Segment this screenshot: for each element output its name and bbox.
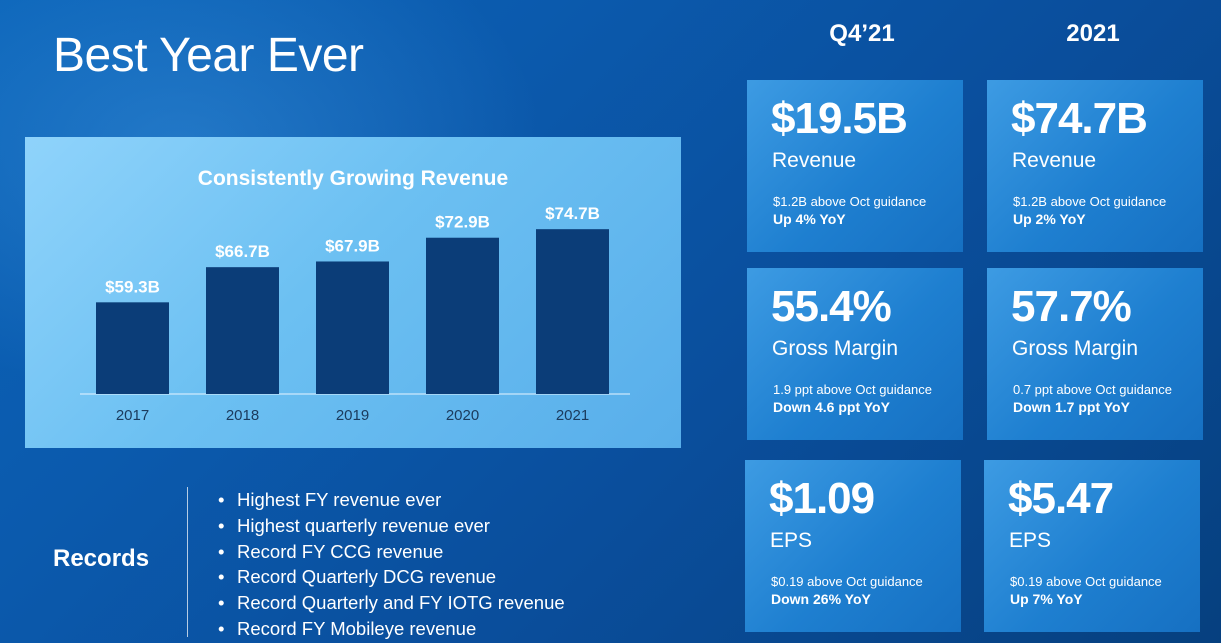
card-guidance: $1.2B above Oct guidance — [773, 194, 927, 209]
bar-2021 — [536, 229, 609, 394]
x-tick-label-2018: 2018 — [226, 407, 259, 424]
fy-gross-margin-card: 57.7% Gross Margin 0.7 ppt above Oct gui… — [987, 268, 1203, 440]
card-yoy: Down 26% YoY — [771, 591, 871, 607]
card-value: $1.09 — [769, 474, 875, 523]
column-header-q4: Q4’21 — [829, 20, 895, 47]
records-item-text: Record Quarterly DCG revenue — [237, 566, 497, 588]
fy-eps-card: $5.47 EPS $0.19 above Oct guidance Up 7%… — [984, 460, 1200, 632]
card-metric: Revenue — [772, 149, 857, 172]
q4-eps-card: $1.09 EPS $0.19 above Oct guidance Down … — [745, 460, 961, 632]
x-tick-label-2017: 2017 — [116, 407, 149, 424]
records-item: • Record Quarterly and FY IOTG revenue — [218, 590, 565, 616]
fy-revenue-card: $74.7B Revenue $1.2B above Oct guidance … — [987, 80, 1203, 252]
card-value: 55.4% — [771, 282, 892, 331]
records-item: • Record FY Mobileye revenue — [218, 616, 565, 642]
card-value: $74.7B — [1011, 94, 1148, 143]
card-yoy: Up 7% YoY — [1010, 591, 1083, 607]
x-tick-label-2019: 2019 — [336, 407, 369, 424]
x-tick-label-2021: 2021 — [556, 407, 589, 424]
card-guidance: $0.19 above Oct guidance — [1010, 574, 1162, 589]
card-guidance: 1.9 ppt above Oct guidance — [773, 382, 933, 397]
card-value: $5.47 — [1008, 474, 1114, 523]
card-guidance: $1.2B above Oct guidance — [1013, 194, 1167, 209]
bar-2019 — [316, 261, 389, 394]
card-value: 57.7% — [1011, 282, 1132, 331]
records-item-text: Highest quarterly revenue ever — [237, 514, 490, 536]
card-yoy: Up 2% YoY — [1013, 211, 1086, 227]
data-label-2021: $74.7B — [545, 204, 600, 223]
card-guidance: $0.19 above Oct guidance — [771, 574, 923, 589]
card-metric: EPS — [770, 529, 813, 552]
card-metric: Revenue — [1012, 149, 1097, 172]
card-metric: Gross Margin — [1012, 337, 1139, 360]
bullet-icon: • — [218, 514, 225, 536]
data-label-2019: $67.9B — [325, 236, 380, 255]
records-item: • Record Quarterly DCG revenue — [218, 564, 565, 590]
records-label: Records — [53, 545, 150, 572]
records-item: • Highest FY revenue ever — [218, 487, 565, 513]
bullet-icon: • — [218, 566, 225, 588]
records-list: • Highest FY revenue ever • Highest quarte… — [218, 487, 565, 642]
page-title: Best Year Ever — [53, 29, 364, 82]
x-tick-label-2020: 2020 — [446, 407, 479, 424]
revenue-bar-chart: $59.3B 2017 $66.7B 2018 $67.9B 2019 $72.9B 2020… — [80, 204, 630, 424]
q4-revenue-card: $19.5B Revenue $1.2B above Oct guidance … — [747, 80, 963, 252]
bar-2018 — [206, 267, 279, 394]
records-item-text: Record Quarterly and FY IOTG revenue — [237, 592, 565, 614]
data-label-2017: $59.3B — [105, 277, 160, 296]
bar-2017 — [96, 302, 169, 394]
card-yoy: Down 1.7 ppt YoY — [1013, 399, 1130, 415]
card-yoy: Up 4% YoY — [773, 211, 846, 227]
card-metric: EPS — [1009, 529, 1052, 552]
chart-title: Consistently Growing Revenue — [197, 167, 509, 190]
bullet-icon: • — [218, 540, 225, 562]
data-label-2020: $72.9B — [435, 213, 490, 232]
bullet-icon: • — [218, 489, 225, 510]
card-value: $19.5B — [771, 94, 908, 143]
data-label-2018: $66.7B — [215, 242, 270, 261]
bar-2020 — [426, 237, 499, 394]
records-item: • Highest quarterly revenue ever — [218, 513, 565, 539]
bullet-icon: • — [218, 592, 225, 614]
column-header-fy: 2021 — [1066, 20, 1120, 47]
records-item-text: Record FY Mobileye revenue — [237, 617, 477, 639]
records-item: • Record FY CCG revenue — [218, 539, 565, 565]
card-yoy: Down 4.6 ppt YoY — [773, 399, 890, 415]
card-guidance: 0.7 ppt above Oct guidance — [1013, 382, 1173, 397]
records-divider — [187, 487, 188, 637]
records-item-text: Highest FY revenue ever — [237, 489, 442, 510]
records-item-text: Record FY CCG revenue — [237, 540, 444, 562]
revenue-chart-panel: Consistently Growing Revenue $59.3B 2017 $… — [25, 137, 681, 448]
card-metric: Gross Margin — [772, 337, 899, 360]
q4-gross-margin-card: 55.4% Gross Margin 1.9 ppt above Oct gui… — [747, 268, 963, 440]
bullet-icon: • — [218, 617, 225, 639]
